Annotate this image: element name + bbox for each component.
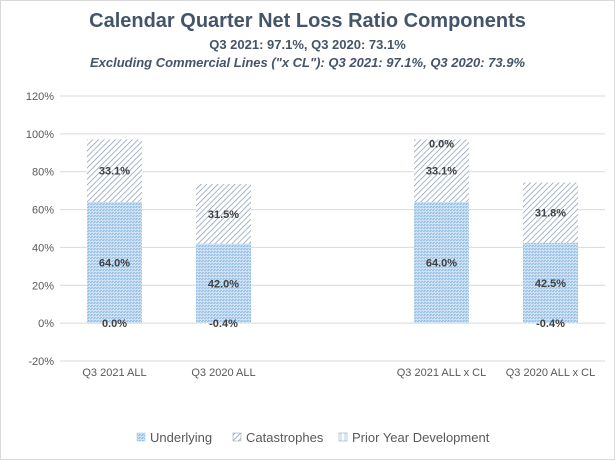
data-label: 0.0% bbox=[429, 138, 454, 150]
chart-title: Calendar Quarter Net Loss Ratio Componen… bbox=[89, 10, 526, 32]
y-tick-label: 60% bbox=[32, 205, 54, 217]
bar-segment-catastrophes bbox=[414, 139, 469, 202]
bar-segment-underlying bbox=[414, 202, 469, 324]
bar-segment-underlying bbox=[523, 242, 578, 324]
y-tick-label: -20% bbox=[28, 356, 54, 368]
data-label: 64.0% bbox=[426, 258, 457, 270]
data-label: 31.8% bbox=[535, 208, 566, 220]
data-label: -0.4% bbox=[536, 318, 565, 330]
bar-segment-prior-year-development bbox=[523, 323, 578, 324]
data-label: 42.5% bbox=[535, 278, 566, 290]
x-tick-label: Q3 2021 ALL bbox=[82, 367, 146, 379]
legend-label: Underlying bbox=[150, 430, 212, 445]
y-tick-label: 20% bbox=[32, 280, 54, 292]
bar-segment-catastrophes bbox=[87, 139, 142, 202]
data-label: -0.4% bbox=[209, 318, 238, 330]
data-label: 33.1% bbox=[99, 166, 130, 178]
chart-subtitle-excluding-cl: Excluding Commercial Lines ("x CL"): Q3 … bbox=[90, 55, 525, 70]
x-tick-label: Q3 2021 ALL x CL bbox=[397, 367, 487, 379]
data-label: 33.1% bbox=[426, 166, 457, 178]
chart-subtitle: Q3 2021: 97.1%, Q3 2020: 73.1% bbox=[209, 37, 406, 52]
legend-swatch-catastrophes bbox=[232, 432, 242, 442]
x-tick-label: Q3 2020 ALL bbox=[191, 367, 255, 379]
data-label: 64.0% bbox=[99, 258, 130, 270]
bar-segment-underlying bbox=[196, 243, 251, 324]
legend-swatch-prior-year-development bbox=[338, 432, 348, 442]
y-tick-label: 0% bbox=[38, 318, 54, 330]
y-tick-label: 40% bbox=[32, 242, 54, 254]
y-tick-label: 100% bbox=[26, 129, 54, 141]
y-tick-label: 120% bbox=[26, 91, 54, 103]
bar-segment-prior-year-development bbox=[196, 323, 251, 324]
data-label: 0.0% bbox=[102, 318, 127, 330]
y-tick-label: 80% bbox=[32, 167, 54, 179]
legend-label: Catastrophes bbox=[246, 430, 324, 445]
bar-segment-catastrophes bbox=[196, 184, 251, 244]
data-label: 42.0% bbox=[208, 278, 239, 290]
bar-segment-underlying bbox=[87, 202, 142, 324]
legend-swatch-underlying bbox=[136, 432, 146, 442]
data-label: 31.5% bbox=[208, 209, 239, 221]
bar-segment-catastrophes bbox=[523, 182, 578, 243]
x-tick-label: Q3 2020 ALL x CL bbox=[506, 367, 596, 379]
legend-label: Prior Year Development bbox=[352, 430, 490, 445]
